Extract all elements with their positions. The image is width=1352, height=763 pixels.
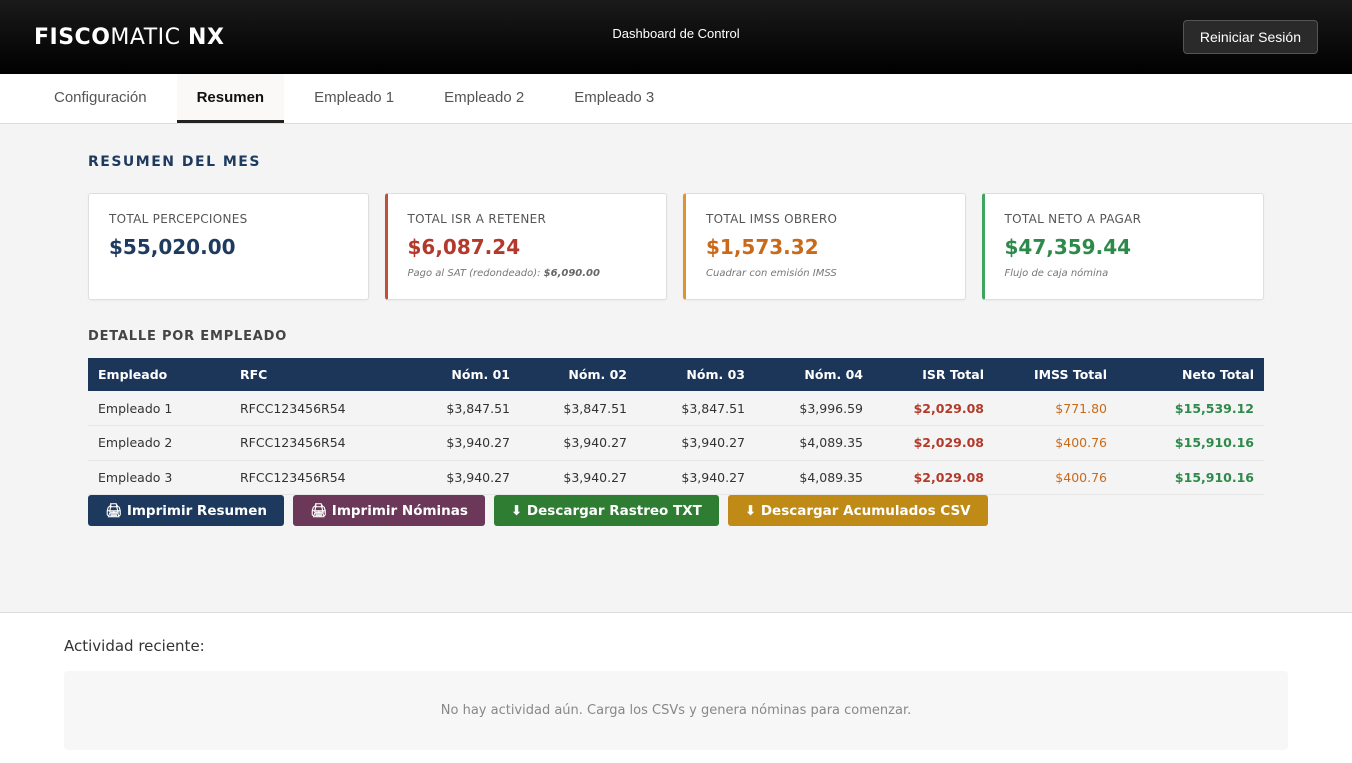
cell-isr-total: $2,029.08	[873, 391, 994, 426]
activity-panel: Actividad reciente: No hay actividad aún…	[0, 612, 1352, 763]
cell-nom-04: $3,996.59	[755, 391, 873, 426]
tab-empleado-3[interactable]: Empleado 3	[574, 89, 655, 106]
column-header: ISR Total	[873, 358, 994, 391]
cell-isr-total: $2,029.08	[873, 425, 994, 461]
cell-rfc: RFCC123456R54	[230, 391, 390, 426]
summary-title: RESUMEN DEL MES	[88, 154, 261, 170]
table-row: Empleado 3 RFCC123456R54 $3,940.27 $3,94…	[88, 460, 1264, 495]
print-payrolls-button[interactable]: 🖨 Imprimir Nóminas	[292, 495, 485, 526]
tab-configuracion[interactable]: Configuración	[54, 89, 147, 106]
cell-nom-03: $3,940.27	[637, 460, 755, 495]
download-txt-button[interactable]: ⬇ Descargar Rastreo TXT	[493, 495, 719, 526]
tab-empleado-2[interactable]: Empleado 2	[444, 89, 525, 106]
summary-panel: RESUMEN DEL MES TOTAL PERCEPCIONES $55,0…	[88, 124, 1264, 526]
column-header: Nóm. 03	[637, 358, 755, 391]
tab-empleado-1[interactable]: Empleado 1	[314, 89, 395, 106]
cell-nom-01: $3,940.27	[390, 460, 520, 495]
column-header: IMSS Total	[994, 358, 1117, 391]
cell-nom-02: $3,940.27	[520, 460, 637, 495]
action-buttons: 🖨 Imprimir Resumen 🖨 Imprimir Nóminas ⬇ …	[88, 495, 1264, 526]
card-value: $47,359.44	[1004, 235, 1132, 259]
activity-empty-state: No hay actividad aún. Carga los CSVs y g…	[64, 671, 1288, 750]
detail-title: DETALLE POR EMPLEADO	[88, 329, 288, 344]
cell-empleado: Empleado 3	[88, 460, 230, 495]
cell-neto-total: $15,910.16	[1117, 460, 1264, 495]
table-row: Empleado 1 RFCC123456R54 $3,847.51 $3,84…	[88, 391, 1264, 426]
card-total-imss: TOTAL IMSS OBRERO $1,573.32 Cuadrar con …	[683, 193, 966, 300]
tab-bar: Configuración Resumen Empleado 1 Emplead…	[0, 74, 1352, 124]
cell-nom-01: $3,847.51	[390, 391, 520, 426]
reset-session-button[interactable]: Reiniciar Sesión	[1182, 20, 1318, 54]
cell-rfc: RFCC123456R54	[230, 425, 390, 461]
card-value: $55,020.00	[109, 235, 236, 259]
print-summary-button[interactable]: 🖨 Imprimir Resumen	[88, 495, 284, 526]
cell-nom-04: $4,089.35	[755, 425, 873, 461]
card-label: TOTAL IMSS OBRERO	[706, 212, 838, 226]
card-note: Pago al SAT (redondeado): $6,090.00	[407, 268, 600, 279]
cell-imss-total: $400.76	[994, 460, 1117, 495]
column-header: Neto Total	[1117, 358, 1264, 391]
cell-isr-total: $2,029.08	[873, 460, 994, 495]
card-total-neto: TOTAL NETO A PAGAR $47,359.44 Flujo de c…	[981, 193, 1264, 300]
employee-detail-table: Empleado RFC Nóm. 01 Nóm. 02 Nóm. 03 Nóm…	[88, 358, 1264, 495]
cell-nom-03: $3,847.51	[637, 391, 755, 426]
cell-nom-01: $3,940.27	[390, 425, 520, 461]
card-note: Cuadrar con emisión IMSS	[706, 268, 837, 279]
cell-neto-total: $15,539.12	[1117, 391, 1264, 426]
cell-imss-total: $400.76	[994, 425, 1117, 461]
download-csv-button[interactable]: ⬇ Descargar Acumulados CSV	[727, 495, 988, 526]
card-total-percepciones: TOTAL PERCEPCIONES $55,020.00	[88, 193, 369, 300]
activity-title: Actividad reciente:	[64, 637, 205, 655]
cell-empleado: Empleado 1	[88, 391, 230, 426]
column-header: Nóm. 01	[390, 358, 520, 391]
top-bar: FISCOMATIC NX Reiniciar Sesión	[0, 0, 1352, 74]
card-value: $1,573.32	[706, 235, 819, 259]
card-value: $6,087.24	[407, 235, 521, 259]
table-row: Empleado 2 RFCC123456R54 $3,940.27 $3,94…	[88, 425, 1264, 461]
cell-nom-02: $3,940.27	[520, 425, 637, 461]
cell-nom-04: $4,089.35	[755, 460, 873, 495]
card-label: TOTAL NETO A PAGAR	[1004, 212, 1142, 226]
cell-neto-total: $15,910.16	[1117, 425, 1264, 461]
card-label: TOTAL PERCEPCIONES	[109, 212, 248, 226]
tab-resumen[interactable]: Resumen	[176, 74, 285, 123]
card-note: Flujo de caja nómina	[1004, 268, 1109, 279]
cell-imss-total: $771.80	[994, 391, 1117, 426]
cell-rfc: RFCC123456R54	[230, 460, 390, 495]
table-header-row: Empleado RFC Nóm. 01 Nóm. 02 Nóm. 03 Nóm…	[88, 358, 1264, 391]
column-header: Empleado	[88, 358, 230, 391]
column-header: Nóm. 02	[520, 358, 637, 391]
cell-nom-03: $3,940.27	[637, 425, 755, 461]
column-header: Nóm. 04	[755, 358, 873, 391]
brand-logo: FISCOMATIC NX	[34, 24, 225, 50]
cell-empleado: Empleado 2	[88, 425, 230, 461]
card-total-isr: TOTAL ISR A RETENER $6,087.24 Pago al SA…	[384, 193, 667, 300]
summary-cards: TOTAL PERCEPCIONES $55,020.00 TOTAL ISR …	[88, 193, 1264, 300]
card-label: TOTAL ISR A RETENER	[407, 212, 547, 226]
column-header: RFC	[230, 358, 390, 391]
cell-nom-02: $3,847.51	[520, 391, 637, 426]
